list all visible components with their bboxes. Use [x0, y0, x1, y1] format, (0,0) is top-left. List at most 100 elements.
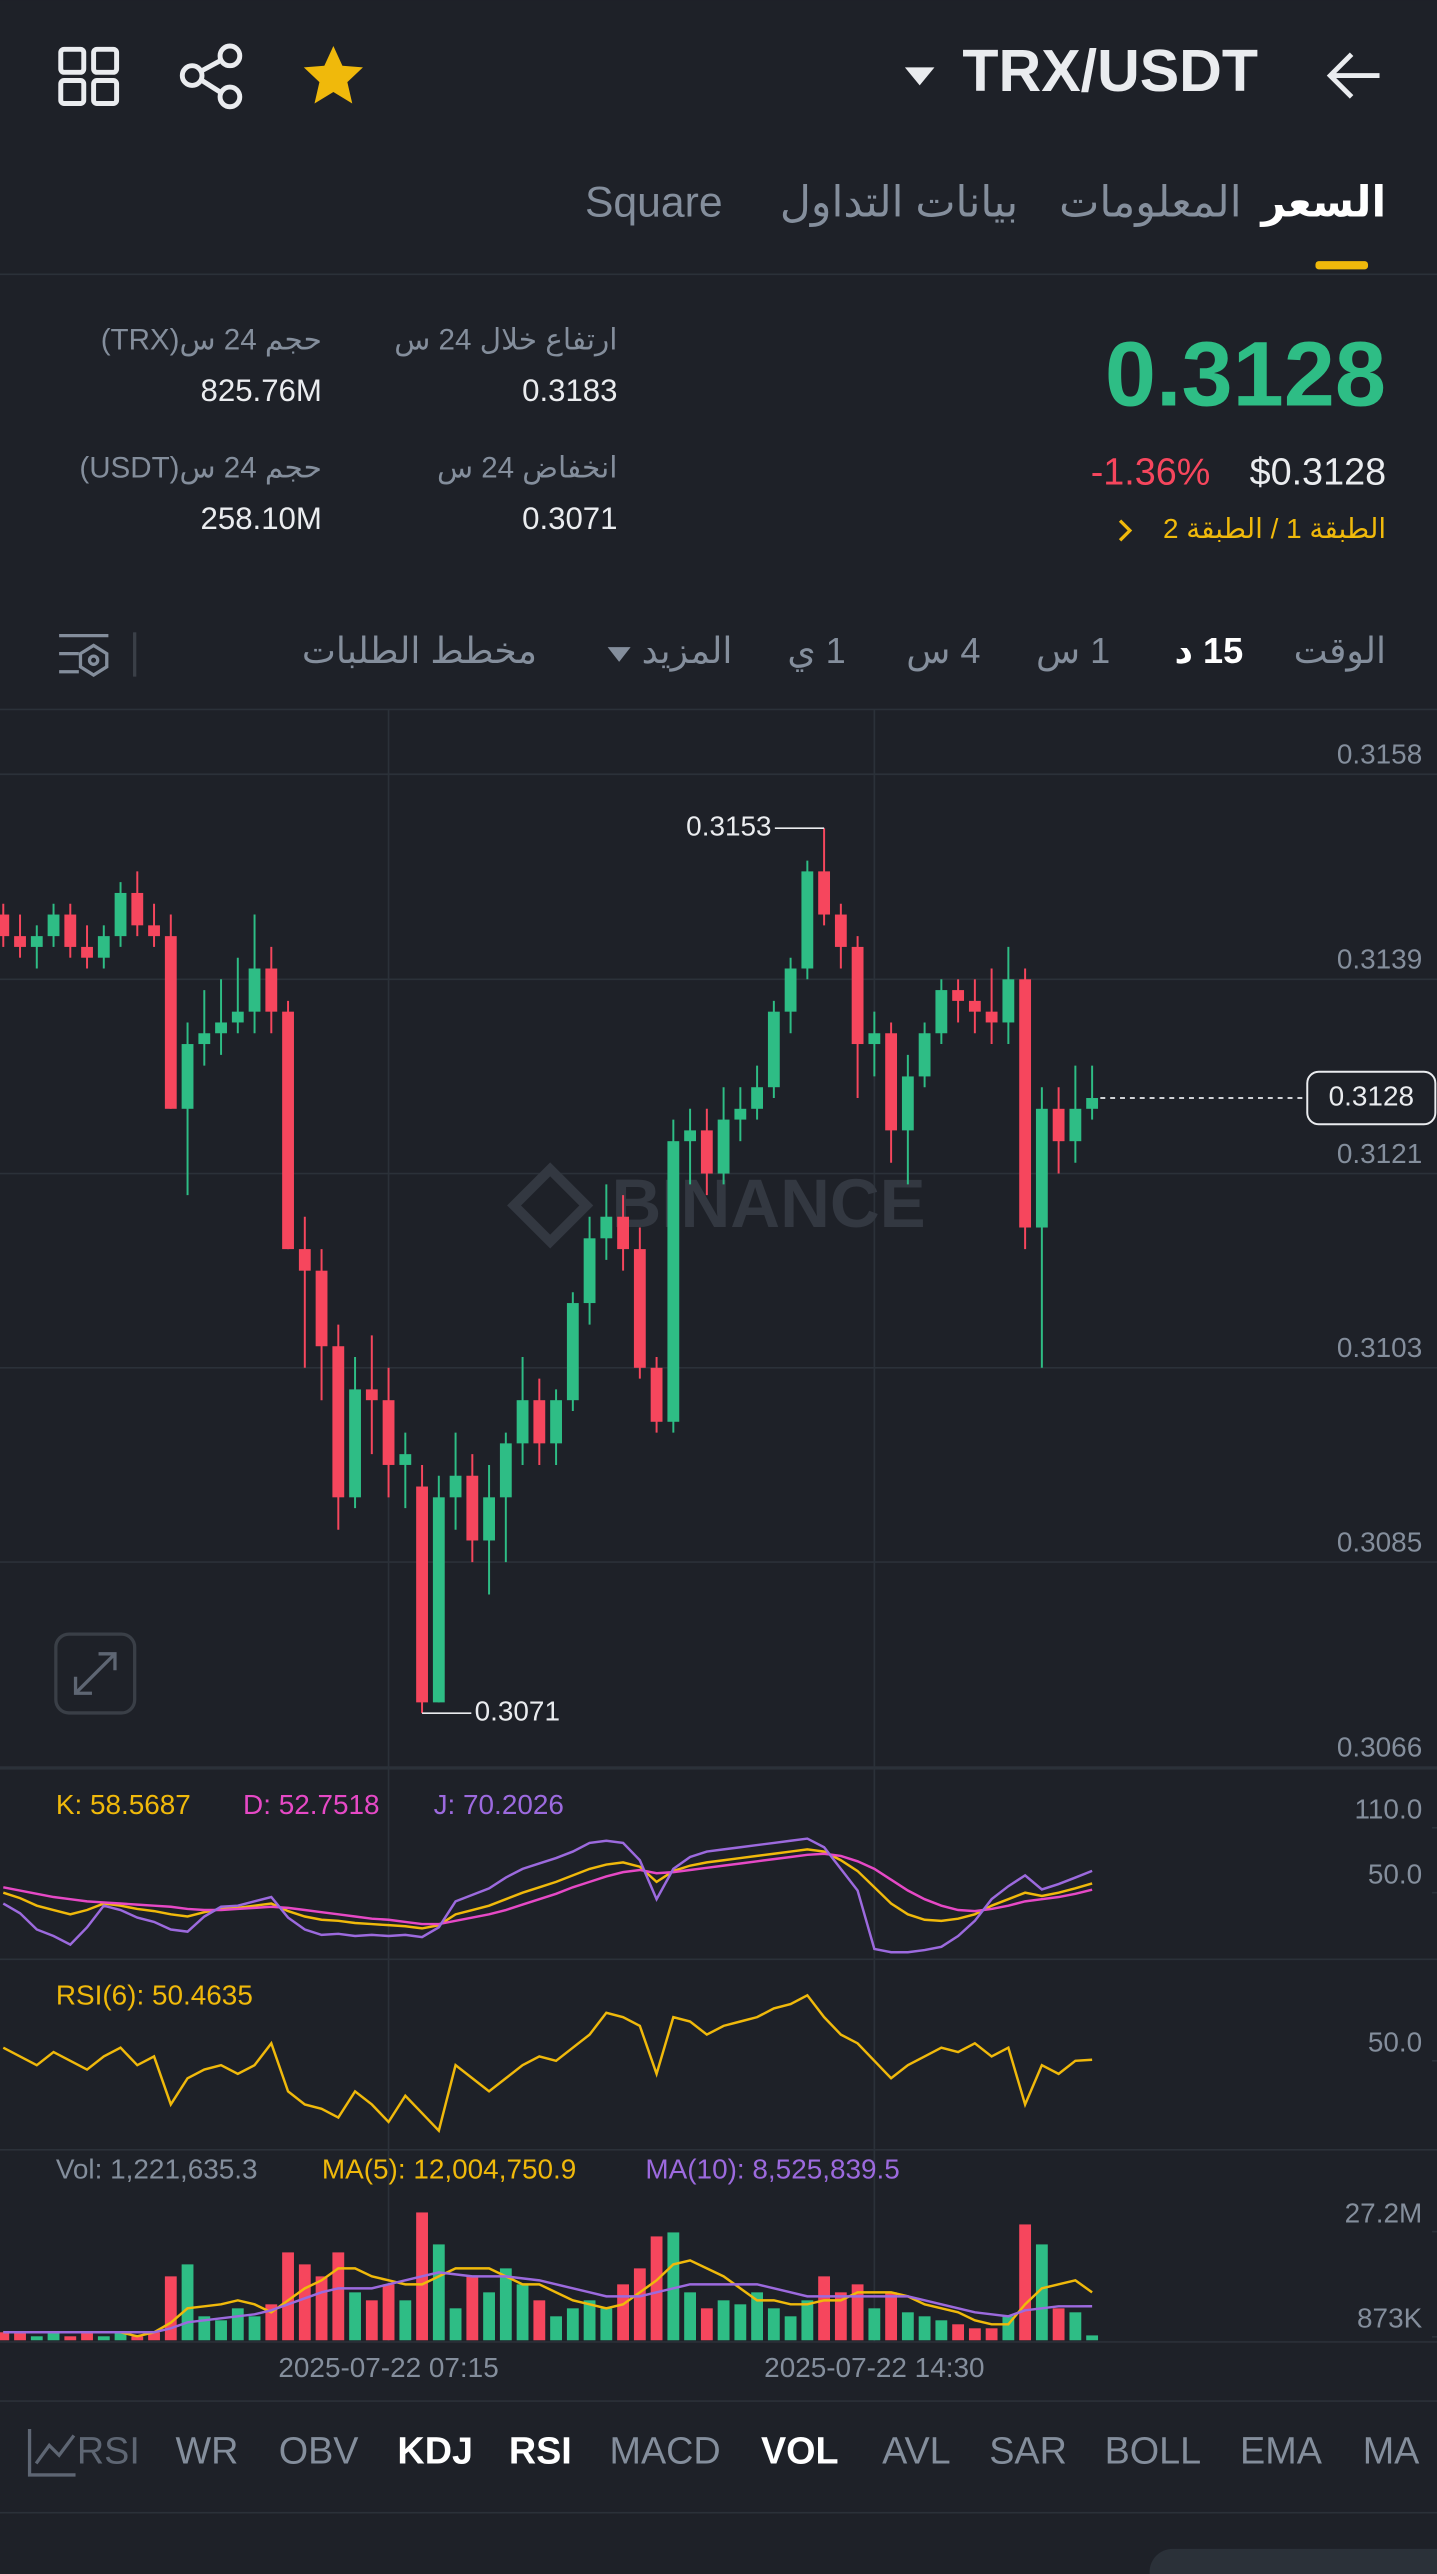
candle-body	[516, 1400, 529, 1444]
volume-bar	[399, 2300, 412, 2341]
favorite-star[interactable]	[303, 46, 363, 104]
volume-bar	[617, 2284, 629, 2341]
candle-body	[985, 1011, 998, 1023]
indicator-tab[interactable]: AVL	[882, 2431, 951, 2473]
legend-entry: K: 58.5687	[56, 1789, 191, 1820]
indicator-tab[interactable]: MACD	[610, 2431, 721, 2473]
volume-bar	[97, 2336, 110, 2341]
tab[interactable]: المعلومات	[1059, 179, 1241, 228]
tab[interactable]: Square	[585, 179, 723, 227]
volume-bar	[684, 2292, 697, 2341]
candle-body	[499, 1443, 512, 1498]
volume-bar	[935, 2320, 948, 2341]
indicator-tab[interactable]: SAR	[989, 2431, 1067, 2473]
layers-link[interactable]: الطبقة 1 / الطبقة 2	[1163, 513, 1386, 544]
timeframe[interactable]: 1 ي	[787, 630, 845, 672]
indicator-tab[interactable]: OBV	[279, 2431, 360, 2473]
candle-body	[650, 1367, 663, 1422]
y-tick-label: 0.3139	[1337, 944, 1422, 975]
expand-button[interactable]	[54, 1632, 137, 1715]
indicator-tab[interactable]: RSI	[509, 2431, 572, 2473]
tab[interactable]: السعر	[1259, 179, 1386, 228]
candle-body	[684, 1130, 697, 1142]
candle-body	[315, 1270, 328, 1347]
candle-body	[483, 1497, 495, 1541]
candle-body	[734, 1108, 747, 1120]
volume-bar	[600, 2308, 613, 2341]
tab[interactable]: بيانات التداول	[780, 179, 1018, 228]
candle-body	[282, 1011, 294, 1250]
candle-body	[818, 871, 831, 915]
indicator-tab[interactable]: MA	[1363, 2431, 1420, 2473]
volume-bar	[81, 2332, 93, 2341]
volume-bar	[868, 2308, 881, 2341]
candle-body	[717, 1119, 730, 1174]
y-tick-label: 0.3085	[1337, 1526, 1422, 1557]
volume-bar	[47, 2332, 60, 2341]
pair-title[interactable]: TRX/USDT	[962, 37, 1258, 104]
candle-body	[784, 968, 797, 1012]
indicator-tab[interactable]: EMA	[1240, 2431, 1323, 2473]
candle-body	[416, 1486, 428, 1703]
volume-bar	[365, 2300, 378, 2341]
indicator-tab[interactable]: KDJ	[397, 2431, 473, 2473]
candle-body	[550, 1400, 562, 1444]
timeframe[interactable]: 15 د	[1174, 630, 1243, 671]
pair-dropdown-icon[interactable]	[904, 67, 935, 86]
candle-body	[248, 968, 261, 1012]
volume-bar	[14, 2332, 26, 2341]
candle-body	[231, 1011, 244, 1023]
candle-body	[533, 1400, 546, 1444]
stat-label: ارتفاع خلال 24 س	[394, 323, 617, 356]
candle-body	[935, 990, 948, 1034]
indicator-line	[3, 1852, 1093, 1926]
volume-bar	[382, 2284, 395, 2341]
volume-bar	[885, 2292, 898, 2341]
menu-icon[interactable]	[58, 46, 120, 106]
volume-bar	[298, 2264, 311, 2341]
y-tick-label: 110.0	[1354, 1794, 1422, 1825]
volume-bar	[901, 2312, 914, 2341]
last-price-tag	[1306, 1070, 1437, 1126]
indicator-tab[interactable]: VOL	[761, 2431, 839, 2473]
volume-bar	[114, 2332, 127, 2341]
volume-bar	[248, 2316, 261, 2341]
price-change: -1.36%	[1091, 452, 1211, 494]
share-icon[interactable]	[179, 43, 243, 110]
candle-body	[0, 914, 10, 937]
timeframe[interactable]: المزيد	[642, 630, 733, 672]
indicator-icon[interactable]	[27, 2428, 76, 2477]
layers-chevron[interactable]	[1118, 519, 1133, 542]
candle-body	[64, 914, 77, 947]
volume-bar	[265, 2304, 278, 2341]
candle-body	[114, 892, 127, 937]
candle-body	[265, 968, 278, 1012]
more-dropdown-icon[interactable]	[607, 647, 631, 662]
chart-layer: 2025-07-22 07:15 2025-07-22 14:30 0.3158 0.…	[0, 709, 1437, 2383]
volume-bar	[1002, 2316, 1015, 2341]
candle-body	[617, 1216, 629, 1250]
annotation-label: 0.3071	[475, 1696, 560, 1727]
indicator-tab[interactable]: WR	[175, 2431, 238, 2473]
candle-body	[349, 1389, 361, 1498]
legend-entry: Vol: 1,221,635.3	[56, 2153, 258, 2184]
tab-indicator	[1315, 261, 1369, 270]
chart-settings-icon[interactable]	[59, 633, 109, 677]
indicator-tab[interactable]: RSI	[77, 2431, 140, 2473]
indicator-tab[interactable]: BOLL	[1105, 2431, 1202, 2473]
volume-bar	[1052, 2308, 1065, 2341]
volume-bar	[499, 2268, 512, 2341]
back-arrow[interactable]	[1326, 52, 1380, 99]
timeframe[interactable]: مخطط الطلبات	[302, 630, 537, 671]
y-tick-label: 0.3103	[1337, 1332, 1422, 1363]
candle-body	[181, 1044, 194, 1109]
bottom-bar	[1149, 2548, 1437, 2574]
volume-bar	[751, 2292, 764, 2341]
timeframe[interactable]: الوقت	[1294, 630, 1386, 672]
timeframe[interactable]: 1 س	[1036, 630, 1110, 672]
timeframe[interactable]: 4 س	[906, 630, 980, 672]
y-tick-label: 0.3121	[1337, 1138, 1422, 1169]
candle-body	[851, 946, 864, 1045]
last-price-label: 0.3128	[1329, 1080, 1414, 1111]
